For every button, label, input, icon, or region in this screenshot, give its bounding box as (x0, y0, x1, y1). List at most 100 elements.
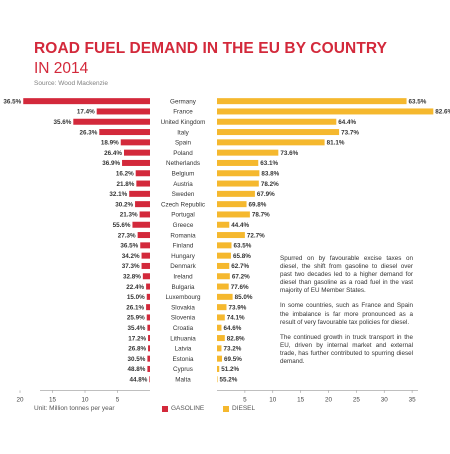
bar-gasoline (140, 242, 150, 249)
bar-gasoline (129, 190, 150, 197)
legend-item-gasoline: GASOLINE (162, 405, 204, 412)
category-label: Romania (170, 232, 196, 239)
category-label: Estonia (172, 356, 194, 363)
data-label-diesel: 85.0% (235, 294, 253, 301)
data-label-gasoline: 37.3% (122, 263, 140, 270)
data-label-diesel: 78.7% (252, 212, 270, 219)
data-label-diesel: 55.2% (220, 376, 238, 383)
data-label-diesel: 64.6% (223, 325, 241, 332)
data-label-diesel: 64.4% (338, 119, 356, 126)
category-label: Belgium (172, 170, 195, 177)
data-label-gasoline: 36.5% (3, 98, 21, 105)
bar-diesel (217, 221, 230, 228)
legend-swatch-diesel (223, 405, 229, 412)
category-label: Spain (175, 140, 192, 147)
x-tick-label-right: 15 (297, 396, 305, 403)
category-label: Poland (173, 150, 193, 157)
bar-diesel (217, 190, 255, 197)
data-label-diesel: 73.6% (280, 150, 298, 157)
category-label: Hungary (171, 253, 196, 260)
x-tick-label-left: 5 (116, 396, 120, 403)
bar-gasoline (23, 98, 150, 105)
bar-gasoline (146, 304, 150, 311)
data-label-diesel: 82.6% (435, 109, 450, 116)
bar-diesel (217, 98, 407, 105)
bar-diesel (217, 355, 223, 362)
x-tick-label-right: 30 (381, 396, 389, 403)
data-label-gasoline: 26.3% (79, 129, 97, 136)
data-label-gasoline: 32.1% (109, 191, 127, 198)
data-label-gasoline: 27.3% (118, 232, 136, 239)
data-label-gasoline: 21.3% (120, 212, 138, 219)
bar-gasoline (122, 159, 150, 166)
annotation-paragraph: Spurred on by favourable excise taxes on… (280, 255, 413, 295)
bar-gasoline (132, 221, 150, 228)
bar-gasoline (146, 314, 150, 321)
bar-gasoline (120, 139, 150, 146)
data-label-gasoline: 34.2% (122, 253, 140, 260)
data-label-gasoline: 35.6% (53, 119, 71, 126)
category-label: Slovakia (171, 304, 195, 311)
category-label: United Kingdom (161, 119, 206, 126)
bar-gasoline (135, 201, 150, 208)
data-label-diesel: 72.7% (247, 232, 265, 239)
data-label-gasoline: 18.9% (101, 140, 119, 147)
bar-diesel (217, 180, 259, 187)
category-label: Denmark (170, 263, 196, 270)
data-label-gasoline: 16.2% (116, 170, 134, 177)
bar-gasoline (147, 365, 150, 372)
category-label: Ireland (173, 273, 193, 280)
x-tick-label-right: 25 (353, 396, 361, 403)
bar-gasoline (96, 108, 150, 115)
bar-diesel (217, 159, 259, 166)
bar-gasoline (135, 170, 150, 177)
bar-gasoline (142, 273, 150, 280)
annotation-paragraph: In some countries, such as France and Sp… (280, 302, 413, 326)
chart-title: ROAD FUEL DEMAND IN THE EU BY COUNTRY (34, 40, 388, 57)
category-label: Croatia (173, 325, 194, 332)
bar-gasoline (146, 283, 150, 290)
category-label: Italy (177, 129, 189, 136)
x-tick-label-left: 15 (49, 396, 57, 403)
bar-diesel (217, 335, 225, 342)
category-label: Germany (170, 98, 197, 105)
data-label-gasoline: 36.9% (102, 160, 120, 167)
category-label: Lithuania (170, 335, 196, 342)
bar-diesel (217, 376, 218, 383)
data-label-diesel: 67.2% (232, 273, 250, 280)
bar-diesel (217, 252, 231, 259)
data-label-gasoline: 17.2% (128, 335, 146, 342)
data-label-gasoline: 26.4% (104, 150, 122, 157)
data-label-diesel: 69.5% (224, 356, 242, 363)
category-label: Austria (173, 181, 193, 188)
category-label: Bulgaria (171, 284, 195, 291)
bar-diesel (217, 314, 225, 321)
bar-diesel (217, 365, 220, 372)
bar-gasoline (147, 324, 150, 331)
legend-label-diesel: DIESEL (232, 405, 256, 412)
x-tick-label-right: 5 (243, 396, 247, 403)
data-label-diesel: 62.7% (231, 263, 249, 270)
category-label: Czech Republic (161, 201, 205, 208)
bar-diesel (217, 211, 250, 218)
bar-gasoline (148, 345, 150, 352)
category-label: Latvia (175, 346, 192, 353)
category-label: Cyprus (173, 366, 193, 373)
bar-diesel (217, 108, 434, 115)
data-label-gasoline: 21.8% (116, 181, 134, 188)
data-label-gasoline: 35.4% (128, 325, 146, 332)
data-label-diesel: 77.6% (231, 284, 249, 291)
bar-diesel (217, 242, 232, 249)
bar-diesel (217, 201, 247, 208)
bar-diesel (217, 304, 227, 311)
data-label-diesel: 44.4% (231, 222, 249, 229)
bar-gasoline (146, 293, 150, 300)
x-tick-label-right: 20 (325, 396, 333, 403)
bar-gasoline (137, 232, 150, 239)
bar-diesel (217, 283, 229, 290)
bar-gasoline (139, 211, 150, 218)
category-label: Netherlands (166, 160, 200, 167)
bar-diesel (217, 232, 245, 239)
data-label-diesel: 83.8% (261, 170, 279, 177)
